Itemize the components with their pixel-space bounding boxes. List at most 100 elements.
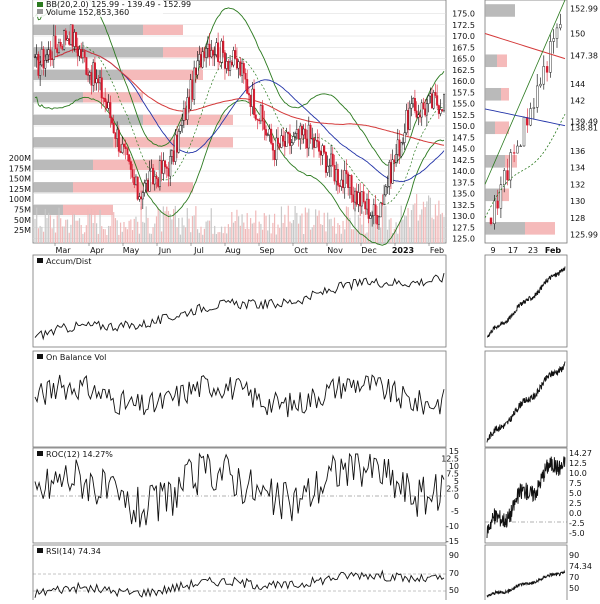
candle-body [160, 160, 163, 174]
volume-bar [51, 228, 53, 243]
vbp-bar-up [33, 114, 143, 125]
candle-body [85, 57, 88, 75]
candle-body [136, 176, 139, 200]
volume-bar [94, 210, 96, 243]
zoom-vbp-down [497, 54, 507, 68]
candle-body [386, 186, 389, 188]
date-tick-label: Jul [193, 246, 204, 255]
volume-bar [262, 229, 264, 243]
roc-tick-label: 5 [454, 477, 459, 486]
vbp-bar-down [113, 137, 233, 148]
rsi-tick-label: 50 [449, 586, 459, 595]
vbp-bar-up [33, 182, 73, 193]
vbp-bar-down [123, 69, 203, 80]
zoom-candle-body [496, 200, 499, 209]
volume-bar [85, 225, 87, 243]
volume-bar [337, 223, 339, 243]
volume-bar [202, 234, 204, 243]
volume-bar [123, 222, 125, 243]
volume-bar [299, 215, 301, 243]
volume-bar [61, 226, 63, 243]
zoom-candle-body [529, 108, 532, 126]
zoom-vbp-down [495, 121, 509, 135]
candle-body [87, 74, 90, 76]
candle-body [71, 24, 74, 47]
candle-body [336, 169, 339, 186]
zoom-date-tick-label: 17 [508, 246, 518, 255]
volume-bar [294, 205, 296, 243]
volume-bar [126, 229, 129, 243]
volume-bar [44, 208, 46, 243]
candle-body [360, 191, 363, 207]
date-tick-label: May [123, 246, 140, 255]
candle-body [117, 129, 120, 152]
candle-body [167, 168, 170, 177]
candle-body [230, 61, 233, 66]
volume-bar [104, 229, 106, 243]
rsi-frame [32, 544, 447, 604]
candle-body [44, 59, 47, 69]
zoom-candle-body [519, 145, 522, 147]
candle-body [102, 97, 105, 99]
zoom-price-tick-label: 125.99 [570, 231, 598, 240]
candle-body [299, 125, 302, 139]
candle-body [158, 160, 161, 187]
candle-body [369, 215, 372, 219]
candle-body [246, 79, 249, 94]
volume-bar [366, 232, 368, 243]
candle-body [42, 49, 45, 69]
volume-bar [196, 229, 199, 243]
candle-body [217, 42, 220, 62]
candle-body [172, 150, 175, 162]
candle-body [312, 138, 315, 148]
price-tick-label: 157.5 [452, 88, 475, 97]
volume-bar [224, 226, 226, 243]
candle-body [323, 145, 326, 153]
candle-body [242, 63, 245, 74]
volume-bar [179, 234, 182, 243]
volume-bar [304, 207, 306, 243]
volume-bar [424, 207, 426, 243]
volume-bar [39, 225, 41, 243]
volume-bar [190, 232, 192, 243]
candle-body [64, 30, 67, 41]
volume-bar [54, 232, 57, 243]
volume-bar [258, 221, 260, 243]
volume-bar [131, 230, 134, 243]
volume-bar [145, 206, 147, 243]
ad-frame [32, 254, 447, 348]
volume-bar [332, 226, 334, 243]
zoom-candle-body [512, 152, 516, 154]
date-tick-label: 2023 [392, 246, 414, 255]
volume-bar [128, 220, 130, 243]
volume-bar [273, 213, 276, 243]
roc-zoom-frame [484, 447, 568, 544]
volume-bar [280, 206, 283, 243]
zoom-date-axis: 9 17 23 Feb [490, 246, 561, 255]
candle-body [357, 192, 360, 205]
candle-body [211, 50, 214, 56]
volume-bar [284, 214, 286, 243]
zoom-candle-body [559, 24, 562, 29]
volume-bar [241, 214, 243, 243]
candle-body [282, 135, 285, 142]
volume-bar [398, 221, 401, 243]
candle-body [90, 72, 93, 86]
candle-body [97, 78, 100, 84]
volume-bar [80, 224, 82, 243]
vbp-bar-up [33, 159, 93, 170]
candle-body [47, 49, 50, 56]
candle-body [52, 35, 55, 60]
volume-bar [354, 208, 356, 243]
volume-bar [285, 226, 288, 243]
zoom-price-tick-label: 150 [570, 30, 585, 39]
volume-bar [102, 229, 105, 243]
candle-body [265, 129, 268, 136]
volume-bar [227, 224, 229, 243]
zoom-bb-upper [484, 0, 566, 185]
candle-body [73, 32, 76, 47]
candle-body [189, 79, 192, 110]
zoom-vbp-down [499, 188, 509, 202]
candle-body [191, 79, 194, 100]
volume-bar [347, 207, 349, 243]
